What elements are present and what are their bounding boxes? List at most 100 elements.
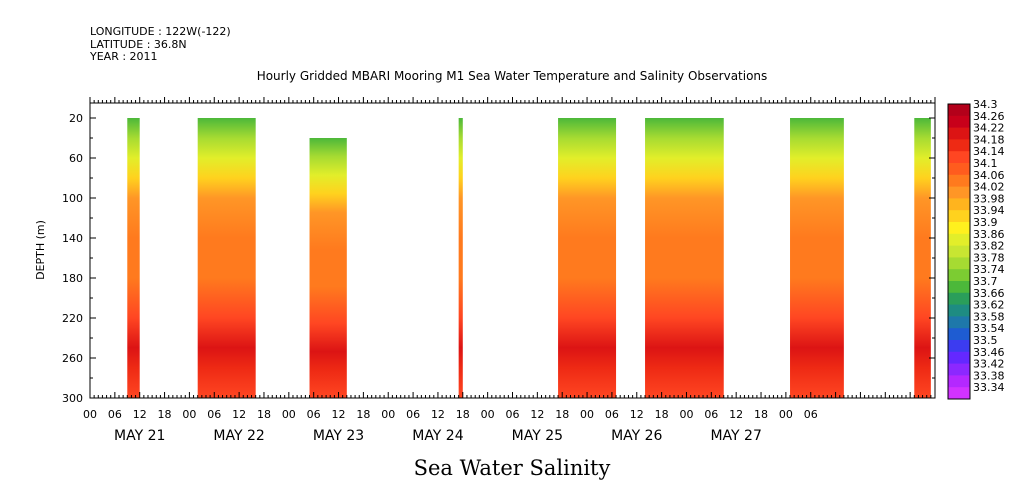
longitude-label: LONGITUDE : 122W(-122): [90, 25, 231, 38]
colorbar-swatch: [948, 269, 970, 282]
colorbar-swatch: [948, 363, 970, 376]
y-tick-label: 20: [69, 112, 83, 125]
colorbar-swatch: [948, 340, 970, 353]
colorbar-label: 34.1: [973, 157, 998, 170]
y-tick-label: 140: [62, 232, 83, 245]
x-tick-label: 18: [257, 408, 271, 421]
x-tick-label: 00: [481, 408, 495, 421]
colorbar-label: 34.3: [973, 98, 998, 111]
x-day-label: MAY 23: [313, 428, 364, 444]
x-tick-label: 06: [605, 408, 619, 421]
y-tick-label: 260: [62, 352, 83, 365]
x-tick-label: 18: [555, 408, 569, 421]
x-tick-label: 12: [630, 408, 644, 421]
colorbar-swatch: [948, 387, 970, 400]
colorbar-swatch: [948, 139, 970, 152]
x-tick-label: 12: [729, 408, 743, 421]
colorbar-label: 34.18: [973, 133, 1005, 146]
colorbar-swatch: [948, 222, 970, 235]
colorbar-swatch: [948, 115, 970, 129]
colorbar-label: 34.26: [973, 110, 1005, 123]
x-tick-label: 00: [779, 408, 793, 421]
colorbar-label: 34.14: [973, 145, 1005, 158]
colorbar-label: 33.58: [973, 310, 1005, 323]
colorbar-label: 33.94: [973, 204, 1005, 217]
observation-block: [458, 118, 463, 398]
x-tick-label: 00: [83, 408, 97, 421]
colorbar-label: 33.7: [973, 275, 998, 288]
colorbar-swatch: [948, 163, 970, 176]
x-tick-label: 12: [133, 408, 147, 421]
x-tick-label: 06: [704, 408, 718, 421]
colorbar-swatch: [948, 186, 970, 199]
y-axis-label: DEPTH (m): [34, 220, 47, 280]
colorbar-label: 33.62: [973, 299, 1005, 312]
colorbar-label: 33.78: [973, 251, 1005, 264]
x-tick-label: 06: [108, 408, 122, 421]
x-tick-label: 18: [356, 408, 370, 421]
x-day-label: MAY 27: [710, 428, 761, 444]
x-tick-label: 00: [679, 408, 693, 421]
colorbar-swatch: [948, 304, 970, 317]
x-tick-label: 12: [431, 408, 445, 421]
x-tick-label: 12: [332, 408, 346, 421]
colorbar-swatch: [948, 151, 970, 164]
colorbar-swatch: [948, 351, 970, 365]
x-day-label: MAY 26: [611, 428, 662, 444]
colorbar-label: 33.46: [973, 346, 1005, 359]
colorbar-swatch: [948, 375, 970, 388]
observation-block: [309, 138, 347, 398]
year-label: YEAR : 2011: [90, 50, 158, 63]
colorbar-label: 33.82: [973, 240, 1005, 253]
observation-block: [914, 118, 931, 398]
x-tick-label: 00: [381, 408, 395, 421]
colorbar-swatch: [948, 328, 970, 341]
colorbar-label: 34.22: [973, 122, 1005, 135]
observation-block: [197, 118, 256, 398]
colorbar-swatch: [948, 257, 970, 270]
colorbar-legend: 34.334.2634.2234.1834.1434.134.0634.0233…: [947, 98, 1005, 400]
observation-block: [645, 118, 724, 398]
x-tick-label: 06: [804, 408, 818, 421]
x-day-label: MAY 22: [213, 428, 264, 444]
colorbar-swatch: [948, 233, 970, 247]
x-tick-label: 18: [456, 408, 470, 421]
x-day-label: MAY 21: [114, 428, 165, 444]
colorbar-frame: [947, 103, 971, 400]
colorbar-label: 33.9: [973, 216, 998, 229]
latitude-label: LATITUDE : 36.8N: [90, 38, 187, 51]
colorbar-swatch: [948, 127, 970, 140]
x-tick-label: 06: [406, 408, 420, 421]
colorbar-label: 33.38: [973, 369, 1005, 382]
x-tick-label: 18: [754, 408, 768, 421]
colorbar-swatch: [948, 174, 970, 188]
x-tick-label: 00: [580, 408, 594, 421]
y-tick-label: 180: [62, 272, 83, 285]
colorbar-label: 33.54: [973, 322, 1005, 335]
x-tick-label: 12: [232, 408, 246, 421]
x-day-label: MAY 25: [512, 428, 563, 444]
x-tick-label: 00: [182, 408, 196, 421]
observation-block: [790, 118, 844, 398]
colorbar-swatch: [948, 245, 970, 258]
axis-ticks: 00 06 12 18 00 06 12 18 00 06 12 18 00 06 12 18 00 06 12 18…: [62, 97, 936, 444]
colorbar-label: 33.42: [973, 358, 1005, 371]
y-tick-label: 300: [62, 392, 83, 405]
observation-blocks: [127, 118, 931, 398]
x-axis-label: Sea Water Salinity: [414, 456, 611, 480]
colorbar-label: 33.5: [973, 334, 998, 347]
x-tick-label: 06: [307, 408, 321, 421]
colorbar-swatch: [948, 281, 970, 294]
colorbar-swatch: [948, 292, 970, 306]
x-day-label: MAY 24: [412, 428, 463, 444]
colorbar-label: 33.34: [973, 381, 1005, 394]
x-tick-label: 06: [506, 408, 520, 421]
x-tick-label: 00: [282, 408, 296, 421]
x-tick-label: 18: [158, 408, 172, 421]
colorbar-label: 33.74: [973, 263, 1005, 276]
colorbar-swatch: [948, 198, 970, 211]
colorbar-label: 33.98: [973, 192, 1005, 205]
x-tick-label: 18: [655, 408, 669, 421]
colorbar-swatch: [948, 316, 970, 329]
